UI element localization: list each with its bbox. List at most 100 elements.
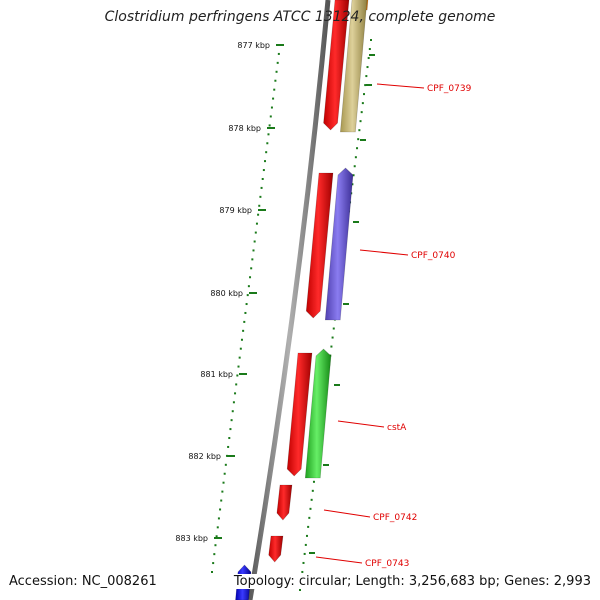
topology-text: Topology: circular; Length: 3,256,683 bp… xyxy=(231,574,593,589)
minor-tick xyxy=(267,133,270,136)
minor-tick xyxy=(259,195,262,198)
minor-tick xyxy=(247,285,250,288)
tick-883: 883 kbp xyxy=(175,534,222,543)
gene-name: CPF_0743 xyxy=(365,559,409,569)
gene-label-cpf_0739: CPF_0739 xyxy=(376,83,472,94)
minor-tick xyxy=(236,374,239,377)
gene-name: CPF_0740 xyxy=(411,251,456,261)
gene-label-cpf_0742: CPF_0742 xyxy=(323,509,417,523)
gene-features xyxy=(235,0,369,600)
leader-line xyxy=(315,556,363,564)
minor-tick xyxy=(273,88,276,91)
minor-tick xyxy=(370,39,372,41)
leader-line xyxy=(359,249,409,256)
minor-tick xyxy=(212,562,215,565)
minor-tick xyxy=(352,174,355,177)
minor-tick xyxy=(253,240,256,243)
gene-label-csta: cstA xyxy=(337,420,407,433)
accession-text: Accession: NC_008261 xyxy=(7,574,159,589)
minor-tick xyxy=(357,138,360,141)
tick-879: 879 kbp xyxy=(219,206,266,215)
tick-label: 882 kbp xyxy=(188,452,221,461)
cds-red-4 xyxy=(276,484,293,521)
minor-tick xyxy=(232,401,235,404)
cds-red-2 xyxy=(305,172,334,319)
minor-tick xyxy=(214,544,217,547)
cds-red-3 xyxy=(286,352,313,477)
minor-tick xyxy=(224,463,227,466)
minor-tick xyxy=(258,204,261,207)
minor-tick xyxy=(235,383,238,386)
tick-882: 882 kbp xyxy=(188,452,235,461)
gene-name: CPF_0742 xyxy=(373,513,417,523)
minor-tick xyxy=(330,345,333,348)
minor-tick xyxy=(272,97,275,100)
map-title: Clostridium perfringens ATCC 13124, comp… xyxy=(104,9,496,25)
minor-tick xyxy=(246,294,249,297)
cds-green xyxy=(304,348,332,479)
cds-red-upper xyxy=(323,0,350,131)
minor-tick xyxy=(261,177,264,180)
tick-881: 881 kbp xyxy=(200,370,247,379)
minor-tick xyxy=(225,454,228,457)
minor-tick xyxy=(221,490,224,493)
minor-tick xyxy=(360,111,363,114)
minor-tick xyxy=(231,410,234,413)
cds-red-5 xyxy=(268,535,284,563)
minor-tick xyxy=(260,186,263,189)
minor-tick xyxy=(332,327,335,330)
minor-tick xyxy=(363,93,366,96)
minor-tick xyxy=(268,124,271,127)
minor-tick xyxy=(299,589,301,591)
minor-tick xyxy=(358,129,361,132)
minor-tick xyxy=(302,561,305,564)
minor-tick xyxy=(305,534,308,537)
minor-tick xyxy=(359,120,362,123)
minor-tick xyxy=(237,365,240,368)
minor-tick xyxy=(307,525,310,528)
minor-tick xyxy=(255,222,258,225)
minor-tick xyxy=(361,102,364,105)
minor-tick xyxy=(217,517,220,520)
minor-tick xyxy=(240,338,243,341)
tick-label: 881 kbp xyxy=(200,370,233,379)
minor-tick xyxy=(266,142,269,145)
minor-tick xyxy=(312,480,315,483)
minor-tick xyxy=(311,489,314,492)
gene-label-cpf_0743: CPF_0743 xyxy=(315,556,409,569)
tick-label: 880 kbp xyxy=(210,289,243,298)
minor-tick xyxy=(244,311,247,314)
minor-tick xyxy=(310,498,313,501)
minor-tick xyxy=(309,507,312,510)
minor-tick xyxy=(223,472,226,475)
minor-tick xyxy=(228,437,231,440)
tick-878: 878 kbp xyxy=(228,124,275,133)
tick-label: 877 kbp xyxy=(237,41,270,50)
genome-backbone xyxy=(247,0,331,600)
minor-tick xyxy=(367,57,370,60)
minor-tick xyxy=(264,160,267,163)
minor-tick xyxy=(301,570,304,573)
minor-tick xyxy=(219,508,222,511)
minor-tick xyxy=(216,526,219,529)
tick-label: 878 kbp xyxy=(228,124,261,133)
minor-tick xyxy=(234,392,237,395)
minor-tick xyxy=(238,356,241,359)
minor-tick xyxy=(364,84,367,87)
minor-tick xyxy=(254,231,257,234)
minor-tick xyxy=(368,48,371,51)
minor-tick-dots xyxy=(211,39,375,591)
leader-line xyxy=(376,83,425,89)
minor-tick xyxy=(229,428,232,431)
major-ticks: 877 kbp 878 kbp 879 kbp 880 kbp 881 kbp 882 k… xyxy=(175,41,284,543)
minor-tick xyxy=(227,445,230,448)
minor-tick xyxy=(215,535,218,538)
tick-877: 877 kbp xyxy=(237,41,284,50)
minor-tick xyxy=(242,329,245,332)
gene-label-cpf_0740: CPF_0740 xyxy=(359,249,456,261)
minor-tick xyxy=(303,552,306,555)
minor-tick xyxy=(353,165,356,168)
tick-label: 883 kbp xyxy=(175,534,208,543)
minor-tick xyxy=(257,213,260,216)
